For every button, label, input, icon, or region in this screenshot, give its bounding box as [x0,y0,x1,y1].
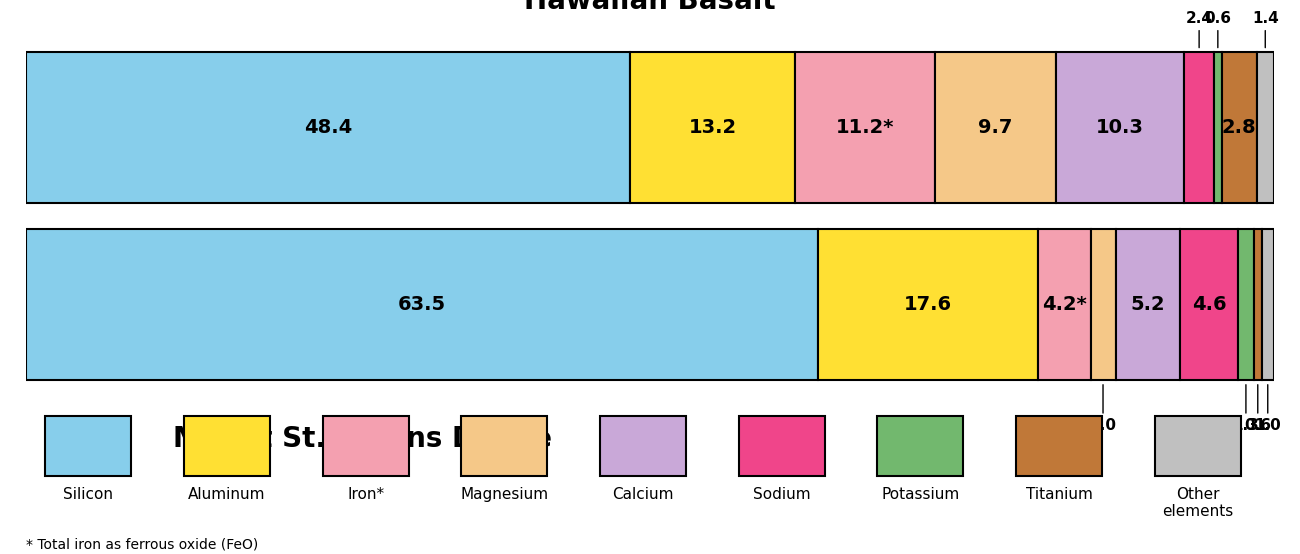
Text: 0.6: 0.6 [1244,418,1271,433]
Text: 5.2: 5.2 [1131,295,1165,314]
Bar [322,417,408,476]
Text: 9.7: 9.7 [978,118,1013,137]
Bar [1180,229,1238,380]
Bar [601,417,686,476]
Text: 1.4: 1.4 [1252,11,1279,26]
Text: Silicon: Silicon [64,486,113,502]
Text: 13.2: 13.2 [688,118,737,137]
Text: 10.3: 10.3 [1096,118,1144,137]
Text: 17.6: 17.6 [905,295,953,314]
Text: Iron*: Iron* [347,486,385,502]
Bar [935,52,1056,203]
Bar [462,417,547,476]
Text: 0.6: 0.6 [1204,11,1231,26]
Bar [1091,229,1115,380]
Bar [794,52,935,203]
Text: 2.8: 2.8 [1222,118,1256,137]
Bar [1257,52,1274,203]
Text: Titanium: Titanium [1026,486,1092,502]
Text: Hawaiian Basalt: Hawaiian Basalt [524,0,776,14]
Text: 2.4: 2.4 [1186,11,1213,26]
Bar [878,417,963,476]
Text: Magnesium: Magnesium [460,486,549,502]
Bar [1214,52,1222,203]
Text: Other
elements: Other elements [1162,486,1234,519]
Bar [46,417,131,476]
Text: 1.3: 1.3 [1232,418,1260,433]
Text: 4.2*: 4.2* [1043,295,1087,314]
Text: Aluminum: Aluminum [188,486,265,502]
Text: 11.2*: 11.2* [836,118,894,137]
Bar [1254,229,1261,380]
Bar [1115,229,1180,380]
Bar [1222,52,1257,203]
Bar [1154,417,1240,476]
Bar [1238,229,1254,380]
Text: 63.5: 63.5 [398,295,446,314]
Text: * Total iron as ferrous oxide (FeO): * Total iron as ferrous oxide (FeO) [26,537,259,551]
Bar [1039,229,1091,380]
Bar [630,52,794,203]
Bar [185,417,270,476]
Text: 2.0: 2.0 [1089,418,1117,433]
Text: Mount St. Helens Dacite: Mount St. Helens Dacite [173,425,552,453]
Bar [1261,229,1274,380]
Bar [1056,52,1184,203]
Text: 48.4: 48.4 [304,118,352,137]
Text: Potassium: Potassium [881,486,959,502]
Text: 1.0: 1.0 [1254,418,1280,433]
Bar [819,229,1039,380]
Bar [1017,417,1102,476]
Bar [26,229,819,380]
Bar [26,52,630,203]
Text: Calcium: Calcium [612,486,673,502]
Text: Sodium: Sodium [753,486,810,502]
Bar [738,417,824,476]
Bar [1184,52,1214,203]
Text: 4.6: 4.6 [1192,295,1226,314]
